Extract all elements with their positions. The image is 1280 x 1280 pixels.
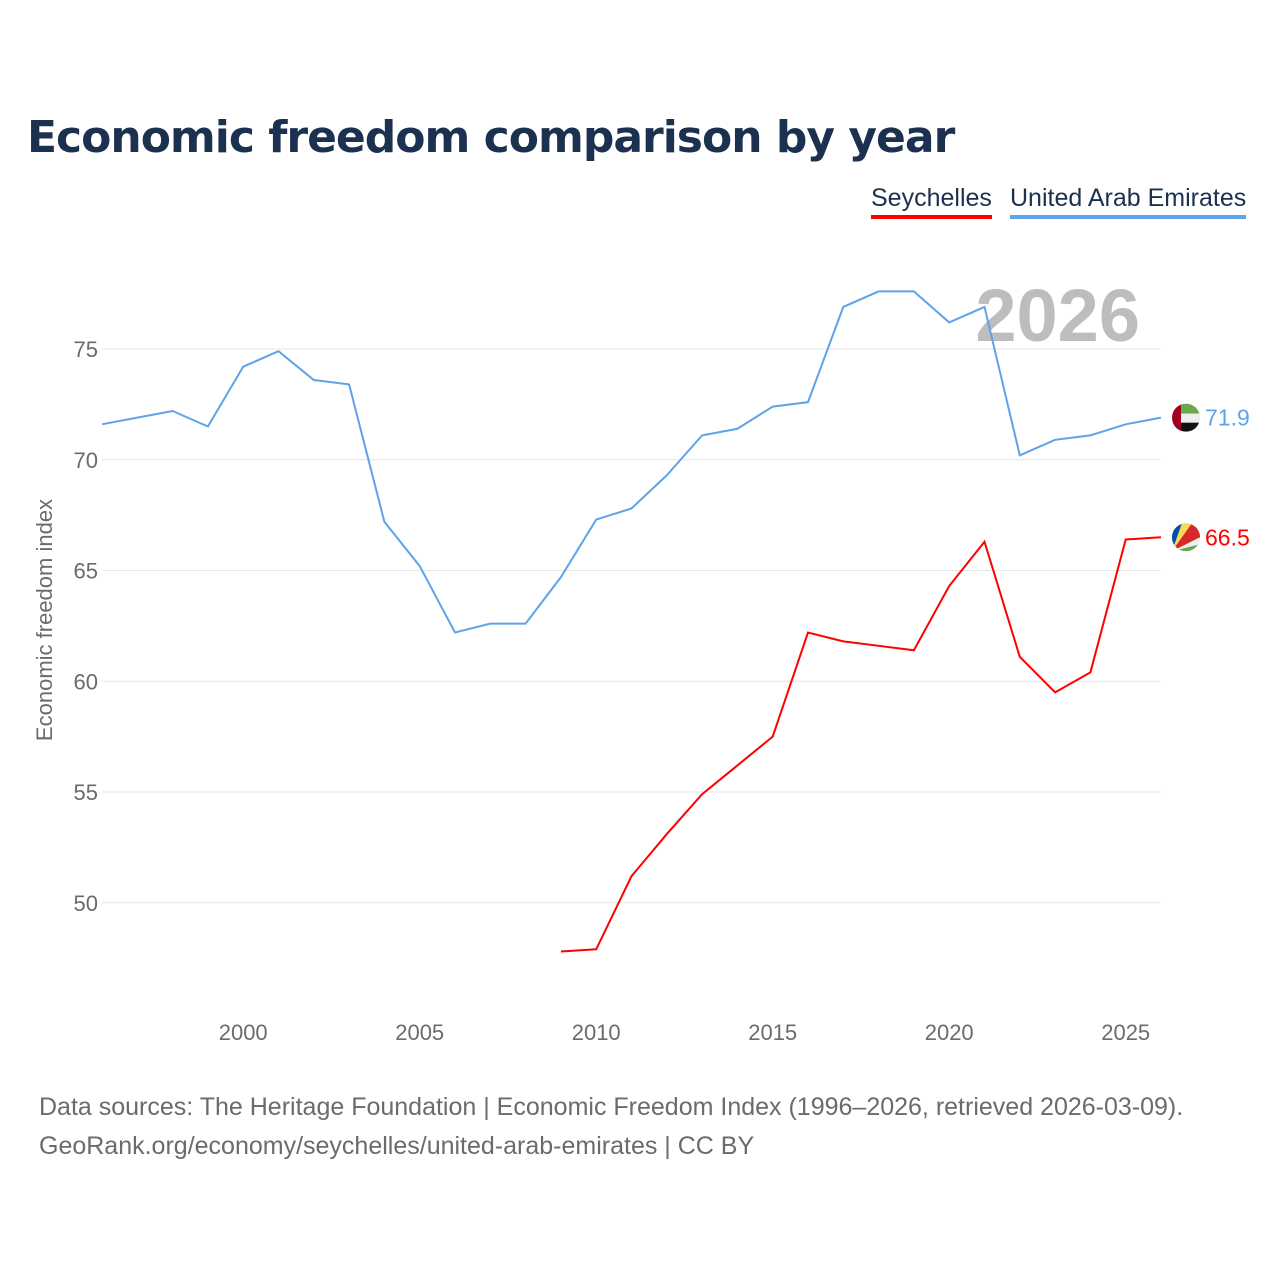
x-tick-label: 2020	[925, 1020, 974, 1045]
line-chart: 50 55 60 65 70 75 2000 2005 2010 2015 2020 2025 Econ…	[32, 274, 1250, 1045]
y-tick-label: 65	[74, 559, 98, 584]
y-tick-label: 50	[74, 891, 98, 916]
uae-flag-icon	[1172, 403, 1200, 432]
x-tick-label: 2010	[572, 1020, 621, 1045]
legend-uae[interactable]: United Arab Emirates	[1010, 184, 1247, 219]
x-tick-label: 2000	[219, 1020, 268, 1045]
x-tick-label: 2025	[1101, 1020, 1150, 1045]
y-tick-label: 75	[74, 337, 98, 362]
seychelles-flag-icon	[1172, 523, 1200, 552]
series-line-seychelles	[560, 536, 1162, 953]
series-line-uae	[101, 290, 1162, 634]
y-tick-label: 55	[74, 780, 98, 805]
year-watermark: 2026	[975, 274, 1140, 357]
footer-sources: Data sources: The Heritage Foundation | …	[39, 1093, 1184, 1121]
y-tick-label: 60	[74, 669, 98, 694]
x-tick-label: 2015	[748, 1020, 797, 1045]
footer: Data sources: The Heritage Foundation | …	[39, 1088, 1183, 1166]
footer-link[interactable]: GeoRank.org/economy/seychelles/united-ar…	[39, 1132, 755, 1160]
end-value-label: 71.9	[1205, 405, 1250, 431]
y-tick-label: 70	[74, 448, 98, 473]
x-tick-label: 2005	[395, 1020, 444, 1045]
chart-title: Economic freedom comparison by year	[27, 112, 955, 163]
y-axis-label: Economic freedom index	[32, 499, 57, 741]
legend-seychelles[interactable]: Seychelles	[871, 184, 992, 219]
end-value-label: 66.5	[1205, 524, 1250, 550]
